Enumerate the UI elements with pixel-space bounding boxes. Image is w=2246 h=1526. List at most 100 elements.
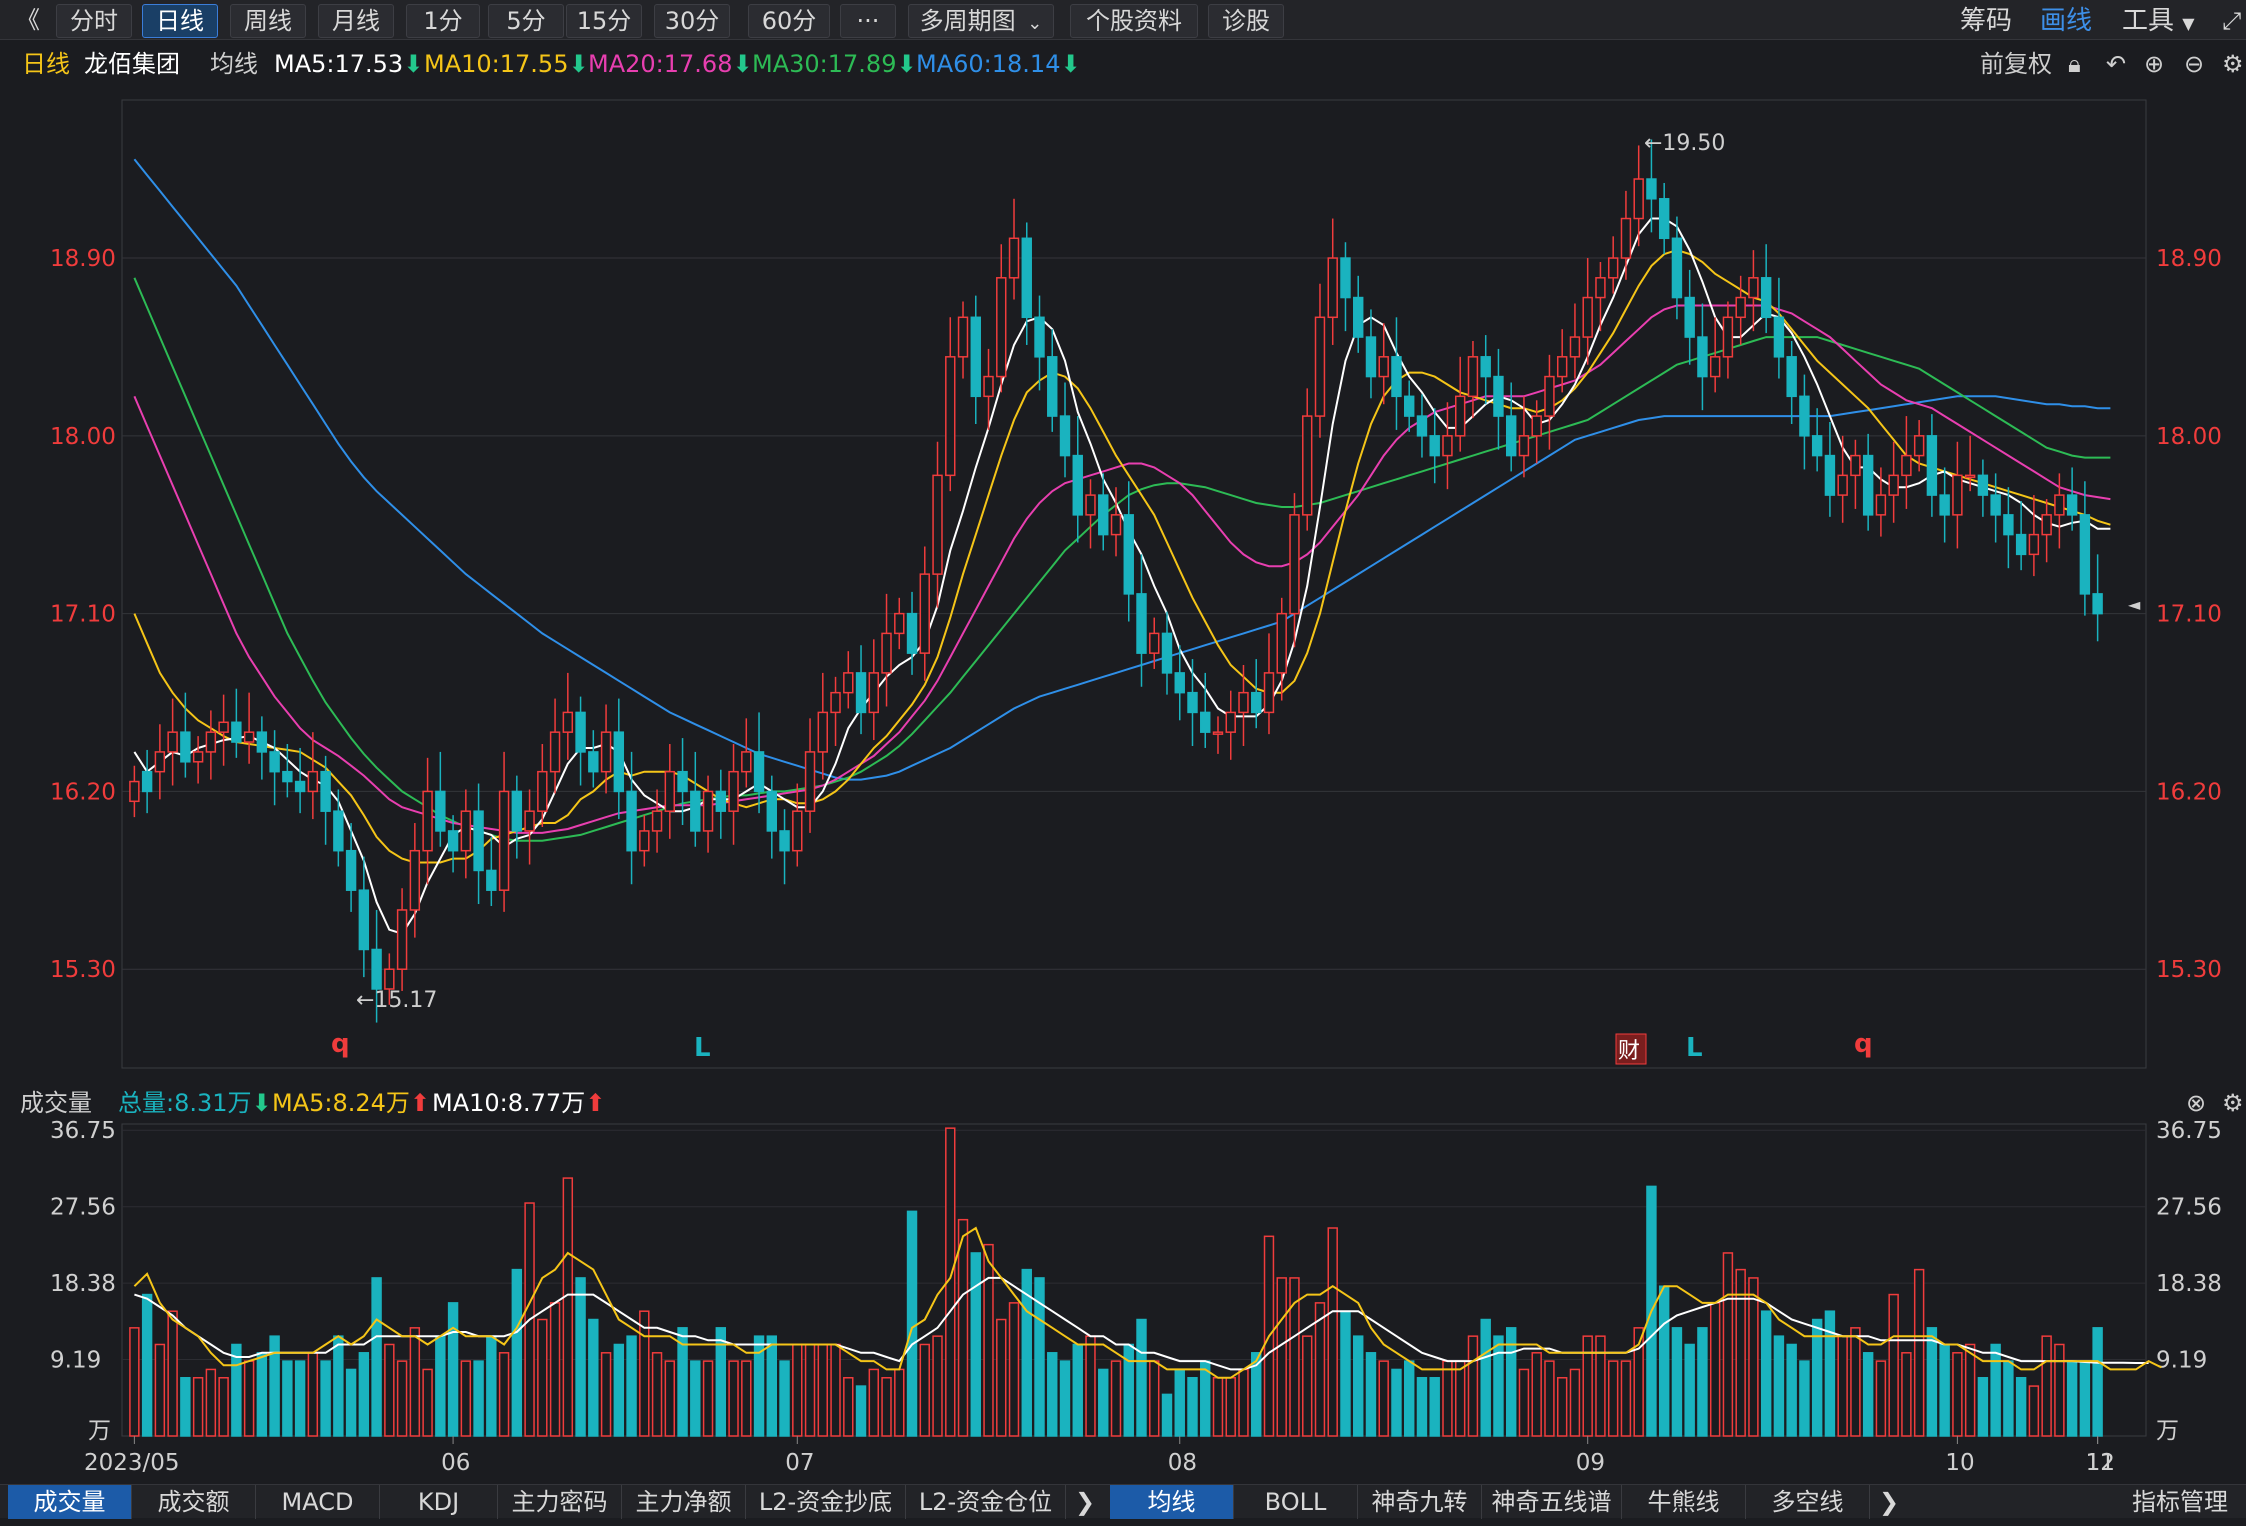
indicator-manage-button[interactable]: 指标管理 <box>2132 1488 2228 1516</box>
tab-bull-bear[interactable]: 牛熊线 <box>1622 1485 1746 1519</box>
volume-bar <box>1340 1310 1351 1437</box>
candle-body <box>1391 356 1402 398</box>
candle <box>473 783 484 905</box>
period-tab-daily[interactable]: 日线 <box>142 4 218 38</box>
volume-bar <box>830 1343 841 1437</box>
candle-body <box>1047 356 1058 417</box>
candle <box>1085 479 1096 549</box>
volume-bar <box>1735 1268 1746 1437</box>
tab-kdj[interactable]: KDJ <box>380 1485 498 1519</box>
candle-body <box>1595 277 1606 299</box>
tab-magic-nine[interactable]: 神奇九转 <box>1358 1485 1482 1519</box>
candle-body <box>384 968 395 990</box>
tab-turnover[interactable]: 成交额 <box>132 1485 256 1519</box>
volume-tick-left: 36.75 <box>50 1118 116 1144</box>
draw-line-button[interactable]: 画线 <box>2040 6 2093 36</box>
candle <box>1875 467 1887 537</box>
tools-menu[interactable]: 工具 ▼ <box>2122 4 2195 41</box>
tab-volume[interactable]: 成交量 <box>8 1485 132 1519</box>
adjust-mode-button[interactable]: 前复权 <box>1980 50 2052 78</box>
volume-bar <box>180 1377 191 1437</box>
candle-body <box>345 849 357 891</box>
candle-body <box>970 316 981 398</box>
candle-body <box>1850 454 1861 477</box>
volume-bar <box>1085 1335 1096 1437</box>
candle <box>1913 420 1925 472</box>
volume-bar <box>1913 1268 1925 1437</box>
candle <box>1811 408 1823 472</box>
settings-gear-icon[interactable]: ⚙ <box>2222 50 2244 78</box>
candle <box>728 744 739 845</box>
expand-icon[interactable]: ⤢ <box>2222 7 2242 35</box>
indicator-settings-icon[interactable]: ⚙ <box>2222 1089 2244 1117</box>
tabs-scroll-right-icon-2[interactable]: ❯ <box>1878 1488 1900 1516</box>
tab-main-code[interactable]: 主力密码 <box>498 1485 622 1519</box>
more-periods-button[interactable]: ··· <box>840 4 896 38</box>
volume-bar <box>243 1360 255 1437</box>
candle <box>447 815 459 873</box>
candle <box>651 789 663 853</box>
volume-bar <box>1098 1368 1109 1437</box>
tab-ma[interactable]: 均线 <box>1110 1485 1234 1519</box>
period-tab-monthly[interactable]: 月线 <box>318 4 394 38</box>
volume-bar <box>1072 1343 1083 1437</box>
period-tab-weekly[interactable]: 周线 <box>230 4 306 38</box>
tab-l2-bottom[interactable]: L2-资金抄底 <box>746 1485 906 1519</box>
close-indicator-icon[interactable]: ⊗ <box>2186 1089 2207 1117</box>
candle <box>1926 414 1938 517</box>
candle <box>1556 329 1568 393</box>
candle <box>881 593 892 707</box>
lock-icon[interactable]: 🔒︎ <box>2068 50 2081 78</box>
volume-bar <box>690 1360 701 1437</box>
candle-body <box>167 731 178 753</box>
period-tab-timeshare[interactable]: 分时 <box>56 4 132 38</box>
volume-bar <box>1327 1227 1338 1437</box>
volume-bar <box>753 1335 765 1437</box>
period-tab-60min[interactable]: 60分 <box>748 4 830 38</box>
candle-body <box>588 751 599 773</box>
candle-body <box>1200 711 1211 733</box>
volume-bar <box>167 1310 178 1437</box>
candles <box>129 139 2103 1023</box>
candle <box>243 692 255 764</box>
chips-button[interactable]: 筹码 <box>1960 6 2013 36</box>
period-tab-5min[interactable]: 5分 <box>488 4 564 38</box>
candle-body <box>1569 336 1581 358</box>
tab-l2-position[interactable]: L2-资金仓位 <box>906 1485 1066 1519</box>
volume-bar <box>192 1377 204 1437</box>
candle-body <box>1811 435 1823 457</box>
zoom-out-icon[interactable]: ⊖ <box>2184 50 2205 78</box>
finance-marker-box[interactable] <box>1615 1033 1647 1065</box>
tab-magic-five[interactable]: 神奇五线谱 <box>1482 1485 1622 1519</box>
candle-body <box>1607 257 1619 279</box>
candle-body <box>919 573 930 654</box>
period-tab-30min[interactable]: 30分 <box>654 4 730 38</box>
multi-period-dropdown[interactable]: 多周期图 ⌄ <box>908 4 1054 38</box>
period-tab-1min[interactable]: 1分 <box>406 4 480 38</box>
x-tick-label: 10 <box>1945 1450 1974 1476</box>
candle-body <box>2092 593 2103 615</box>
tabs-scroll-right-icon[interactable]: ❯ <box>1074 1488 1096 1516</box>
period-tab-15min[interactable]: 15分 <box>566 4 642 38</box>
x-tick-label: 09 <box>1576 1450 1605 1476</box>
back-button[interactable]: 《 <box>16 6 40 34</box>
tab-main-net[interactable]: 主力净额 <box>622 1485 746 1519</box>
candle-body <box>396 909 408 970</box>
volume-bar <box>269 1335 280 1437</box>
marker-finance[interactable]: 财 <box>1618 1039 1640 1064</box>
candle-body <box>2041 514 2052 536</box>
tab-boll[interactable]: BOLL <box>1234 1485 1358 1519</box>
volume-bar <box>1353 1335 1364 1437</box>
candle <box>1251 659 1262 729</box>
candle <box>307 732 319 820</box>
candle <box>1327 218 1338 345</box>
tab-long-short[interactable]: 多空线 <box>1746 1485 1870 1519</box>
zoom-in-icon[interactable]: ⊕ <box>2144 50 2165 78</box>
volume-bar <box>1786 1343 1797 1437</box>
diagnose-button[interactable]: 诊股 <box>1208 4 1284 38</box>
stock-profile-button[interactable]: 个股资料 <box>1070 4 1198 38</box>
tab-macd[interactable]: MACD <box>256 1485 380 1519</box>
undo-icon[interactable]: ↶ <box>2106 50 2127 78</box>
volume-bar <box>1136 1318 1147 1437</box>
